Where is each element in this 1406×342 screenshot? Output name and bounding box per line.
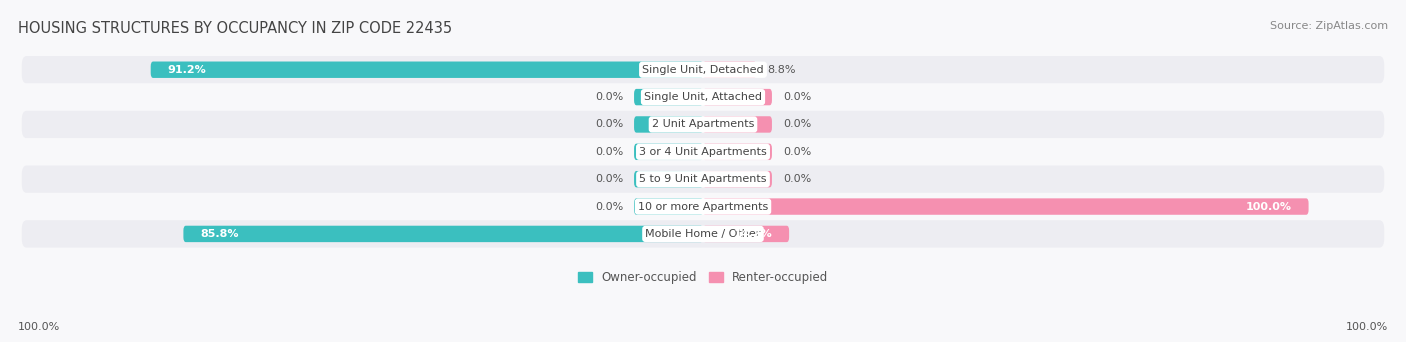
FancyBboxPatch shape [634, 171, 703, 187]
Text: 0.0%: 0.0% [595, 92, 623, 102]
FancyBboxPatch shape [703, 198, 1309, 215]
Text: Mobile Home / Other: Mobile Home / Other [645, 229, 761, 239]
FancyBboxPatch shape [21, 220, 1385, 248]
FancyBboxPatch shape [634, 89, 703, 105]
FancyBboxPatch shape [634, 116, 703, 133]
Text: 0.0%: 0.0% [595, 119, 623, 130]
Text: Source: ZipAtlas.com: Source: ZipAtlas.com [1270, 21, 1388, 30]
Text: 0.0%: 0.0% [595, 174, 623, 184]
Text: 5 to 9 Unit Apartments: 5 to 9 Unit Apartments [640, 174, 766, 184]
FancyBboxPatch shape [21, 83, 1385, 111]
FancyBboxPatch shape [183, 226, 703, 242]
FancyBboxPatch shape [703, 144, 772, 160]
FancyBboxPatch shape [21, 56, 1385, 83]
Text: 0.0%: 0.0% [595, 147, 623, 157]
Text: 3 or 4 Unit Apartments: 3 or 4 Unit Apartments [640, 147, 766, 157]
Text: 10 or more Apartments: 10 or more Apartments [638, 201, 768, 212]
Text: 0.0%: 0.0% [783, 119, 811, 130]
FancyBboxPatch shape [21, 193, 1385, 220]
Text: 14.2%: 14.2% [734, 229, 772, 239]
Text: HOUSING STRUCTURES BY OCCUPANCY IN ZIP CODE 22435: HOUSING STRUCTURES BY OCCUPANCY IN ZIP C… [18, 21, 453, 36]
FancyBboxPatch shape [150, 62, 703, 78]
FancyBboxPatch shape [634, 144, 703, 160]
Text: Single Unit, Detached: Single Unit, Detached [643, 65, 763, 75]
FancyBboxPatch shape [634, 198, 703, 215]
Text: 0.0%: 0.0% [783, 92, 811, 102]
Text: 91.2%: 91.2% [167, 65, 207, 75]
Text: 0.0%: 0.0% [783, 147, 811, 157]
Text: 100.0%: 100.0% [18, 322, 60, 332]
FancyBboxPatch shape [703, 116, 772, 133]
FancyBboxPatch shape [21, 138, 1385, 166]
Text: Single Unit, Attached: Single Unit, Attached [644, 92, 762, 102]
FancyBboxPatch shape [703, 89, 772, 105]
Text: 0.0%: 0.0% [783, 174, 811, 184]
Text: 2 Unit Apartments: 2 Unit Apartments [652, 119, 754, 130]
FancyBboxPatch shape [703, 62, 756, 78]
Text: 100.0%: 100.0% [1246, 201, 1292, 212]
Legend: Owner-occupied, Renter-occupied: Owner-occupied, Renter-occupied [578, 271, 828, 284]
Text: 0.0%: 0.0% [595, 201, 623, 212]
FancyBboxPatch shape [21, 166, 1385, 193]
FancyBboxPatch shape [703, 226, 789, 242]
Text: 85.8%: 85.8% [200, 229, 239, 239]
FancyBboxPatch shape [21, 111, 1385, 138]
Text: 100.0%: 100.0% [1346, 322, 1388, 332]
FancyBboxPatch shape [703, 171, 772, 187]
Text: 8.8%: 8.8% [768, 65, 796, 75]
